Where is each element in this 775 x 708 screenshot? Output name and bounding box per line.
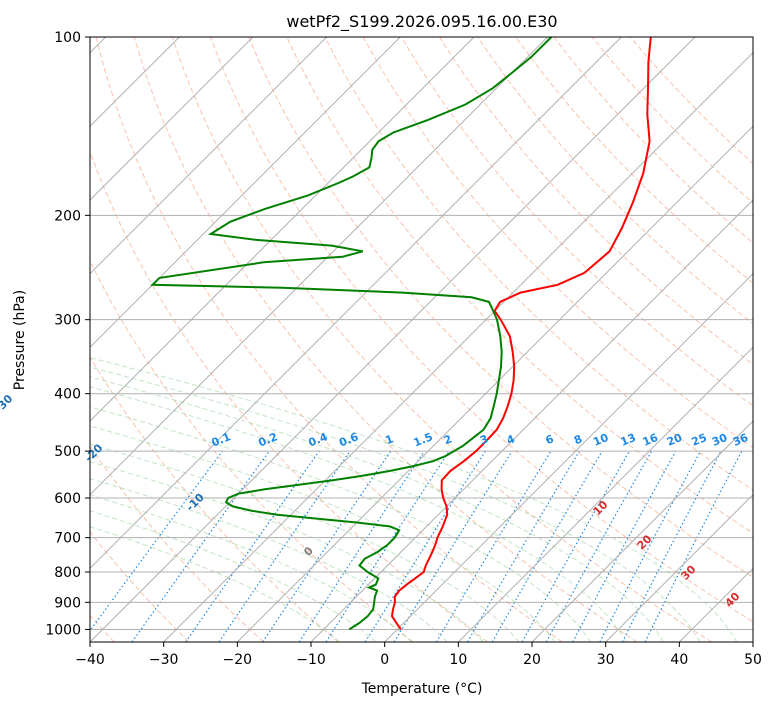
y-tick-label: 1000	[45, 622, 81, 638]
dry-adiabat-line	[133, 37, 638, 642]
isotherm-line	[90, 37, 549, 496]
isotherm-line	[163, 51, 753, 642]
dry-adiabat-line	[515, 37, 753, 284]
isotherm-line	[90, 37, 622, 570]
x-axis-label: Temperature (°C)	[361, 681, 483, 697]
dry-adiabat-line	[171, 37, 712, 642]
x-tick-label: −10	[296, 652, 326, 668]
mixing-ratio-label: 10	[591, 431, 610, 449]
isotherm-line	[90, 37, 328, 275]
x-tick-label: 30	[597, 652, 615, 668]
isotherm-line	[605, 493, 753, 642]
dry-adiabat-line	[248, 37, 753, 578]
mixing-ratio-line	[545, 450, 653, 642]
isotherm-line	[310, 199, 753, 642]
dry-adiabat-line	[90, 445, 264, 642]
dry-adiabat-line	[438, 37, 753, 366]
isotherm-line	[384, 272, 753, 642]
mixing-ratio-label: 1	[383, 432, 395, 447]
profile-series	[150, 37, 652, 631]
y-tick-label: 600	[54, 491, 81, 507]
moist-adiabat-line	[90, 461, 484, 642]
isotherm-line	[531, 420, 753, 642]
background-lines	[90, 37, 753, 642]
x-tick-label: −40	[75, 652, 105, 668]
mixing-ratio-line	[325, 450, 450, 642]
mixing-ratio-label: 8	[572, 432, 584, 447]
moist-adiabat-line	[90, 386, 627, 642]
plot-frame	[89, 36, 754, 643]
mixing-ratio-line	[298, 450, 425, 642]
moist-adiabat-line	[90, 510, 377, 642]
isotherm-line	[236, 125, 753, 642]
x-tick-label: 10	[449, 652, 467, 668]
mixing-ratio-label: 25	[690, 431, 709, 449]
y-tick-label: 400	[54, 387, 81, 403]
dry-adiabat-line	[90, 356, 339, 642]
moist-adiabat-line	[90, 357, 738, 642]
mixing-ratio-line	[218, 450, 351, 642]
x-ticks: −40 −30 −20 −10 0 10 20 30 40 50	[75, 642, 762, 668]
mixing-ratio-label: 2	[442, 432, 454, 447]
mixing-ratio-line	[262, 450, 392, 642]
grid-lines	[90, 37, 753, 642]
moist-adiabat-line	[90, 376, 664, 642]
isotherm-line	[90, 37, 401, 349]
chart-title: wetPf2_S199.2026.095.16.00.E30	[286, 12, 557, 32]
x-tick-label: 0	[380, 652, 389, 668]
y-tick-label: 200	[54, 208, 81, 224]
x-tick-label: 20	[523, 652, 541, 668]
y-tick-label: 100	[54, 30, 81, 46]
y-tick-label: 900	[54, 595, 81, 611]
moist-adiabat-line	[90, 366, 701, 642]
temperature-line	[390, 37, 652, 630]
mixing-ratio-line	[521, 450, 631, 642]
isotherm-line	[90, 37, 696, 642]
mixing-ratio-label: 36	[731, 431, 750, 449]
isotherm-line	[457, 346, 753, 642]
x-tick-label: 40	[670, 652, 688, 668]
isotherm-line	[90, 37, 475, 422]
y-tick-label: 800	[54, 565, 81, 581]
moist-adiabat-line	[90, 443, 520, 642]
y-axis-label: Pressure (hPa)	[12, 290, 28, 390]
moist-adiabat-line	[90, 406, 591, 642]
mixing-ratio-label: 3	[478, 432, 490, 447]
mixing-ratio-line	[644, 450, 743, 642]
x-tick-label: −30	[149, 652, 179, 668]
mixing-ratio-line	[393, 450, 513, 642]
mixing-ratio-line	[572, 450, 677, 642]
mixing-ratio-line	[131, 450, 270, 642]
mixing-ratio-label: 20	[665, 431, 684, 449]
y-tick-label: 300	[54, 313, 81, 329]
y-tick-label: 500	[54, 444, 81, 460]
dry-adiabat-line	[90, 531, 190, 642]
dewpoint-line	[150, 37, 553, 631]
moist-adiabat-line	[90, 478, 448, 642]
x-tick-label: −20	[223, 652, 253, 668]
mixing-ratio-label: 13	[619, 431, 638, 449]
y-tick-label: 700	[54, 531, 81, 547]
mixing-ratio-line	[185, 450, 320, 642]
dry-adiabat-line	[324, 37, 753, 491]
mixing-ratio-label: 16	[641, 431, 660, 449]
mixing-ratio-line	[90, 450, 223, 632]
isotherm-line	[90, 37, 254, 201]
dry-adiabat-line	[95, 37, 563, 642]
y-ticks: 1000 900 800 700 600 500 400 300 200 100	[45, 30, 90, 638]
dry-adiabat-line	[210, 37, 753, 623]
mixing-ratio-label: 30	[710, 431, 729, 449]
dry-adiabat-line	[400, 37, 753, 407]
x-tick-label: 50	[744, 652, 762, 668]
